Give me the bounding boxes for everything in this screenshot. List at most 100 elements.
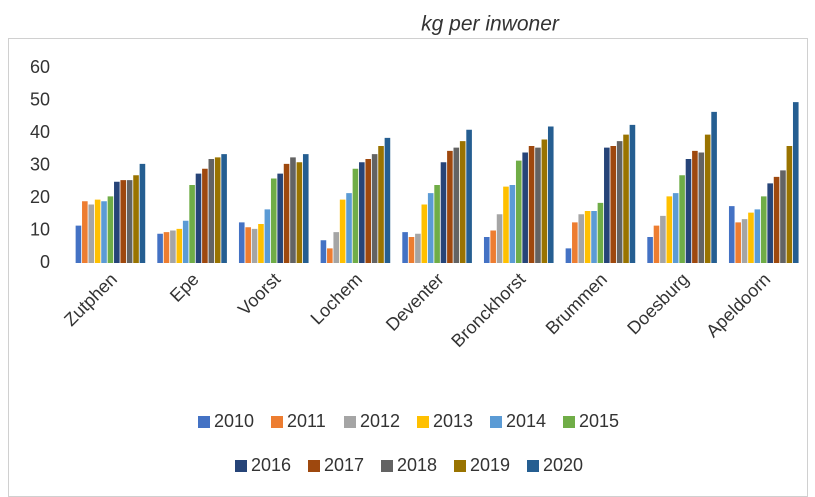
bar [296,162,303,263]
y-tick-label: 50 [30,89,50,109]
bar [182,220,189,263]
bar [94,199,101,263]
bar [692,150,698,263]
bar [509,185,516,263]
bar [496,214,503,263]
bar [157,233,163,263]
bar [208,159,215,263]
bar [522,152,528,263]
y-tick-label: 10 [30,219,50,239]
bar [591,211,597,263]
legend-swatch [454,460,466,472]
bar [610,146,617,263]
bar [270,178,277,263]
bar [653,225,660,263]
legend-label: 2012 [360,411,400,431]
bar [133,175,139,263]
bar [189,185,195,263]
x-tick-label: Bronckhorst [447,269,529,351]
x-tick-label: Voorst [234,269,284,319]
bar [333,232,340,263]
bar [503,186,509,263]
bar [139,163,146,263]
bar [264,209,271,263]
bar [101,201,107,263]
y-tick-label: 30 [30,154,50,174]
x-tick-label: Epe [166,269,203,306]
bar [786,146,793,263]
bar [339,199,346,263]
legend-label: 2018 [397,455,437,475]
bar [773,176,780,263]
bar [660,215,666,263]
bar [170,230,176,263]
bar [434,185,440,263]
chart-title: kg per inwoner [421,13,560,36]
bar [780,170,786,263]
bar [221,154,227,263]
legend-label: 2019 [470,455,510,475]
bar [415,233,421,263]
bar [327,248,333,263]
bar [202,168,208,263]
bar [584,211,591,263]
legend-label: 2013 [433,411,473,431]
bar [214,157,221,263]
bar [290,157,296,263]
bar [75,225,82,263]
bar [251,228,258,263]
bar [402,232,408,263]
bar [698,152,705,263]
bar [176,228,183,263]
bar [120,180,127,263]
bar [283,163,290,263]
legend-swatch [308,460,320,472]
bar [440,162,447,263]
bar [547,126,554,263]
bar [163,232,170,263]
bar [528,146,535,263]
legend-swatch [235,460,247,472]
bar [447,150,453,263]
bar [114,181,120,263]
legend-label: 2016 [251,455,291,475]
legend-label: 2010 [214,411,254,431]
bar [679,175,685,263]
bar [578,214,585,263]
legend-swatch [381,460,393,472]
bar [672,193,679,263]
bar [760,196,767,263]
bar [359,162,365,263]
bar [346,193,352,263]
bar [245,227,251,263]
bar [685,159,692,263]
bar [371,154,378,263]
legend-swatch [417,416,429,428]
legend-label: 2017 [324,455,364,475]
x-tick-label: Apeldoorn [702,269,774,341]
y-tick-label: 60 [30,57,50,77]
bar [238,222,245,263]
bar [195,173,202,263]
bar [459,141,466,263]
x-tick-label: Brummen [542,269,611,338]
x-tick-label: Deventer [382,269,448,335]
bar [754,209,761,263]
bar [541,139,548,263]
bar [792,102,799,263]
legend-label: 2020 [543,455,583,475]
bar [82,201,88,263]
bar [258,224,264,263]
bar [604,147,610,263]
legend-swatch [344,416,356,428]
bar [711,111,717,263]
bar [421,204,428,263]
bar [352,168,359,263]
bar [277,173,283,263]
bar [365,159,372,263]
bar [728,206,735,263]
y-tick-label: 20 [30,187,50,207]
bar [302,154,309,263]
